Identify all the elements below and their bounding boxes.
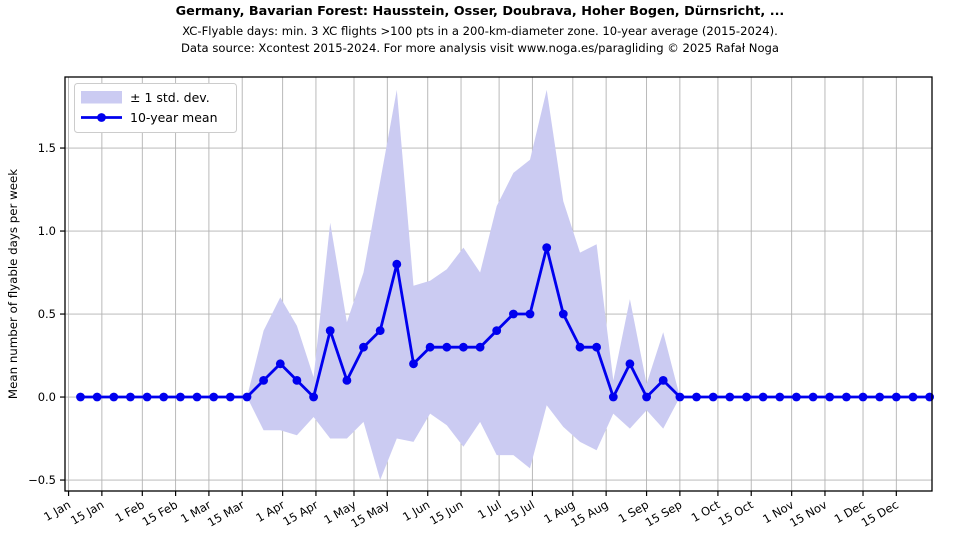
x-tick-label: 1 Jul xyxy=(475,497,504,522)
data-point xyxy=(492,326,502,335)
x-tick-label: 15 Dec xyxy=(859,497,901,529)
y-tick-label: 1.0 xyxy=(38,224,56,238)
data-point xyxy=(858,392,868,402)
x-tick-label: 15 Nov xyxy=(787,497,829,530)
data-point xyxy=(159,392,169,402)
data-point xyxy=(425,342,435,352)
data-point xyxy=(808,392,818,402)
data-point xyxy=(209,392,219,402)
data-point xyxy=(608,392,618,402)
y-axis-label: Mean number of flyable days per week xyxy=(6,169,20,399)
data-point xyxy=(725,392,735,402)
data-point xyxy=(525,309,535,319)
chart-subtitle: XC-Flyable days: min. 3 XC flights >100 … xyxy=(182,24,778,38)
data-point xyxy=(242,392,252,402)
data-point xyxy=(225,392,235,402)
y-tick-label: 0.5 xyxy=(38,307,56,321)
data-point xyxy=(125,392,135,402)
legend xyxy=(74,83,237,133)
data-point xyxy=(309,392,318,402)
y-tick-label: −0.5 xyxy=(28,473,56,487)
data-point xyxy=(792,392,801,402)
data-point xyxy=(275,359,285,369)
data-point xyxy=(925,392,934,402)
data-point xyxy=(409,359,418,369)
data-point xyxy=(775,392,785,402)
data-point xyxy=(259,376,268,385)
legend-band-swatch xyxy=(81,91,122,104)
x-tick-label: 15 Jan xyxy=(68,497,106,527)
data-point xyxy=(342,376,352,385)
x-tick-label: 15 Aug xyxy=(568,497,610,529)
x-tick-label: 15 Apr xyxy=(280,497,320,528)
data-point xyxy=(692,392,701,402)
std-dev-band xyxy=(80,89,930,481)
data-point xyxy=(176,392,185,402)
x-tick-label: 15 Mar xyxy=(205,497,247,529)
data-point xyxy=(459,342,468,352)
chart-source-credit: Data source: Xcontest 2015-2024. For mor… xyxy=(180,41,780,55)
x-tick-label: 15 Sep xyxy=(643,497,685,529)
data-point xyxy=(842,392,851,402)
legend-line-marker xyxy=(97,113,106,122)
data-point xyxy=(558,309,568,319)
data-point xyxy=(192,392,202,402)
data-point xyxy=(758,392,768,402)
data-point xyxy=(76,392,85,402)
data-point xyxy=(142,392,152,402)
x-tick-label: 15 Jun xyxy=(427,497,465,527)
data-point xyxy=(891,392,901,402)
data-point xyxy=(642,392,651,402)
legend-label-std: ± 1 std. dev. xyxy=(130,90,210,105)
x-tick-label: 1 Jun xyxy=(400,497,432,524)
data-point xyxy=(825,392,835,402)
data-points xyxy=(76,243,934,402)
x-tick-label: 1 Jan xyxy=(41,497,73,523)
data-point xyxy=(708,392,718,402)
data-point xyxy=(475,342,485,352)
data-point xyxy=(908,392,918,402)
y-tick-label: 1.5 xyxy=(38,141,56,155)
data-point xyxy=(292,376,302,385)
data-point xyxy=(542,243,552,253)
x-tick-label: 15 Jul xyxy=(502,497,537,525)
data-point xyxy=(359,342,368,352)
data-point xyxy=(675,392,685,402)
data-point xyxy=(109,392,119,402)
data-point xyxy=(742,392,751,402)
data-point xyxy=(875,392,885,402)
chart-title: Germany, Bavarian Forest: Hausstein, Oss… xyxy=(175,4,785,19)
data-point xyxy=(442,342,452,352)
mean-line xyxy=(80,246,930,399)
data-point xyxy=(575,342,585,352)
y-tick-label: 0.0 xyxy=(38,390,56,404)
data-point xyxy=(375,326,385,335)
data-point xyxy=(325,326,335,335)
data-point xyxy=(625,359,635,369)
x-tick-label: 15 Oct xyxy=(716,497,756,528)
data-point xyxy=(509,309,518,319)
data-point xyxy=(392,259,402,269)
x-tick-label: 15 Feb xyxy=(140,497,180,528)
x-tick-label: 15 May xyxy=(348,497,392,530)
data-point xyxy=(92,392,102,402)
data-point xyxy=(592,342,601,352)
tick-marks xyxy=(60,147,897,496)
data-point xyxy=(658,376,668,385)
legend-label-mean: 10-year mean xyxy=(130,110,218,125)
